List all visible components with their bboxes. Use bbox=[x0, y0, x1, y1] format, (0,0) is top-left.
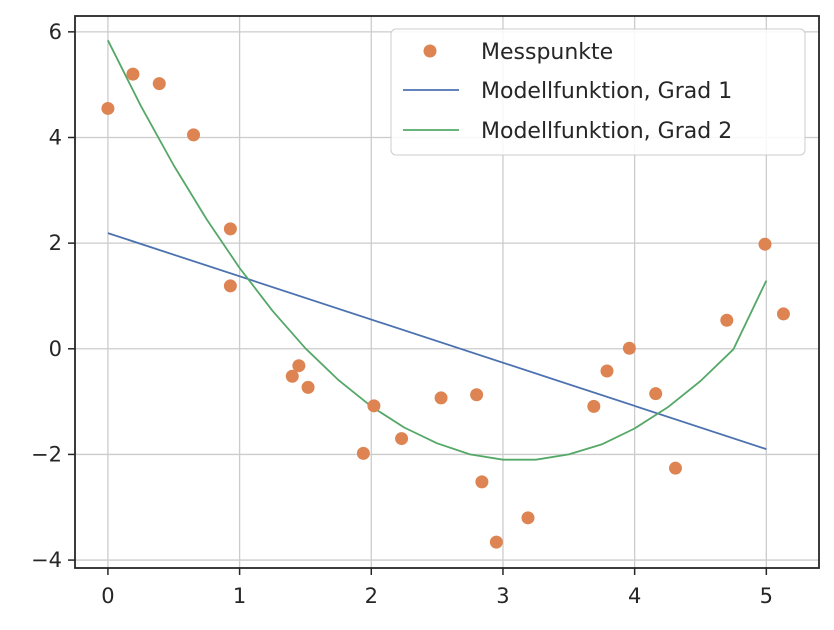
x-tick-label: 1 bbox=[233, 584, 246, 608]
data-point bbox=[223, 222, 237, 236]
data-point bbox=[292, 359, 306, 373]
data-point bbox=[521, 511, 535, 525]
data-point bbox=[470, 388, 484, 402]
data-point bbox=[395, 432, 409, 446]
data-point bbox=[367, 399, 381, 413]
data-point bbox=[622, 341, 636, 355]
y-tick-label: 4 bbox=[49, 125, 62, 149]
data-point bbox=[758, 237, 772, 251]
data-point bbox=[649, 387, 663, 401]
y-tick-label: 0 bbox=[49, 337, 62, 361]
legend-label-grad2: Modellfunktion, Grad 2 bbox=[481, 119, 732, 144]
data-point bbox=[600, 364, 614, 378]
data-point bbox=[126, 67, 140, 81]
plot-series bbox=[101, 39, 790, 549]
data-point bbox=[489, 535, 503, 549]
data-point bbox=[152, 77, 166, 91]
y-tick-label: −4 bbox=[31, 548, 62, 572]
data-point bbox=[475, 475, 489, 489]
x-tick-label: 4 bbox=[628, 584, 641, 608]
model-line-grad1 bbox=[107, 232, 767, 450]
data-point bbox=[720, 313, 734, 327]
data-point bbox=[434, 391, 448, 405]
data-point bbox=[356, 446, 370, 460]
legend: Messpunkte Modellfunktion, Grad 1 Modell… bbox=[390, 28, 806, 156]
data-point bbox=[223, 279, 237, 293]
data-point bbox=[101, 101, 115, 115]
y-tick-label: −2 bbox=[31, 442, 62, 466]
x-tick-label: 5 bbox=[760, 584, 773, 608]
plot-frame bbox=[74, 15, 820, 569]
x-tick-label: 0 bbox=[101, 584, 114, 608]
y-tick-label: 6 bbox=[49, 20, 62, 44]
data-point bbox=[285, 369, 299, 383]
x-tick-label: 2 bbox=[365, 584, 378, 608]
model-line-grad2 bbox=[107, 39, 768, 461]
data-point bbox=[301, 380, 315, 394]
legend-marker-messpunkte bbox=[423, 44, 437, 58]
axis-ticks: 0 1 2 3 4 5 −4 −2 0 2 4 6 bbox=[31, 20, 773, 608]
data-point bbox=[776, 307, 790, 321]
data-point bbox=[587, 399, 601, 413]
legend-label-messpunkte: Messpunkte bbox=[481, 40, 613, 65]
y-tick-label: 2 bbox=[49, 231, 62, 255]
x-tick-label: 3 bbox=[496, 584, 509, 608]
data-point bbox=[668, 461, 682, 475]
legend-label-grad1: Modellfunktion, Grad 1 bbox=[481, 79, 732, 104]
data-point bbox=[187, 128, 201, 142]
legend-box bbox=[390, 28, 806, 156]
